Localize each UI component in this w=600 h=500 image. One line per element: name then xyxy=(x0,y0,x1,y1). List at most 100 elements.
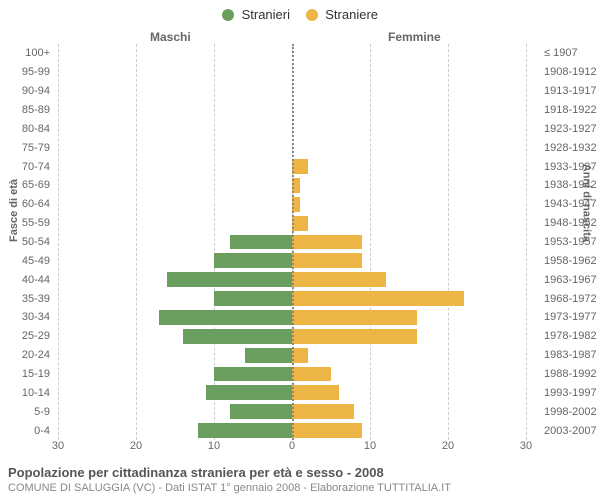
chart-title: Popolazione per cittadinanza straniera p… xyxy=(8,465,592,480)
x-axis: 3020100102030 xyxy=(58,440,526,456)
age-label: 20-24 xyxy=(0,346,54,365)
bar-row xyxy=(292,308,526,327)
bar-female xyxy=(292,272,386,287)
bar-row xyxy=(58,195,292,214)
age-label: 30-34 xyxy=(0,308,54,327)
bar-row xyxy=(292,138,526,157)
bar-row xyxy=(292,101,526,120)
chart-plot-area xyxy=(58,44,526,440)
bar-row xyxy=(292,82,526,101)
bar-male xyxy=(167,272,292,287)
age-label: 0-4 xyxy=(0,421,54,440)
bar-row xyxy=(58,346,292,365)
bar-row xyxy=(292,270,526,289)
bar-row xyxy=(58,82,292,101)
birth-year-label: 1973-1977 xyxy=(544,308,600,327)
bar-row xyxy=(58,308,292,327)
birth-year-label: 1978-1982 xyxy=(544,327,600,346)
column-header-female: Femmine xyxy=(388,30,441,44)
grid-line xyxy=(526,44,527,440)
bar-row xyxy=(292,233,526,252)
age-label: 25-29 xyxy=(0,327,54,346)
legend-label-male: Stranieri xyxy=(242,7,290,22)
bar-male xyxy=(230,404,292,419)
bars-female xyxy=(292,44,526,440)
bar-row xyxy=(292,289,526,308)
bar-row xyxy=(292,44,526,63)
birth-year-label: 1998-2002 xyxy=(544,402,600,421)
bar-row xyxy=(292,214,526,233)
bar-row xyxy=(58,402,292,421)
pyramid-chart: Stranieri Straniere Maschi Femmine 100+9… xyxy=(0,0,600,500)
birth-year-label: 1918-1922 xyxy=(544,101,600,120)
bar-female xyxy=(292,385,339,400)
age-label: 100+ xyxy=(0,44,54,63)
x-tick-label: 30 xyxy=(52,440,64,452)
birth-year-label: 1958-1962 xyxy=(544,251,600,270)
bar-row xyxy=(58,383,292,402)
bar-row xyxy=(292,157,526,176)
bar-row xyxy=(58,251,292,270)
age-label: 70-74 xyxy=(0,157,54,176)
bar-row xyxy=(292,383,526,402)
bar-row xyxy=(58,289,292,308)
bar-row xyxy=(292,402,526,421)
bar-female xyxy=(292,367,331,382)
bar-row xyxy=(58,138,292,157)
legend-item-male: Stranieri xyxy=(222,6,290,22)
birth-year-label: 2003-2007 xyxy=(544,421,600,440)
bar-female xyxy=(292,216,308,231)
column-header-male: Maschi xyxy=(150,30,191,44)
birth-year-label: 1988-1992 xyxy=(544,365,600,384)
age-label: 80-84 xyxy=(0,119,54,138)
age-label: 10-14 xyxy=(0,383,54,402)
bar-male xyxy=(159,310,292,325)
bar-male xyxy=(214,253,292,268)
age-label: 95-99 xyxy=(0,63,54,82)
bar-female xyxy=(292,348,308,363)
x-tick-label: 0 xyxy=(289,440,295,452)
center-line xyxy=(292,44,294,440)
bar-row xyxy=(58,214,292,233)
bar-row xyxy=(58,44,292,63)
birth-year-label: 1983-1987 xyxy=(544,346,600,365)
legend: Stranieri Straniere xyxy=(0,6,600,22)
birth-year-label: ≤ 1907 xyxy=(544,44,600,63)
y-axis-left-title: Fasce di età xyxy=(8,179,20,242)
bar-row xyxy=(292,421,526,440)
bar-female xyxy=(292,253,362,268)
x-tick-label: 10 xyxy=(364,440,376,452)
bar-female xyxy=(292,423,362,438)
age-label: 15-19 xyxy=(0,365,54,384)
birth-year-label: 1963-1967 xyxy=(544,270,600,289)
bar-male xyxy=(206,385,292,400)
legend-swatch-female xyxy=(306,9,318,21)
age-label: 75-79 xyxy=(0,138,54,157)
bar-female xyxy=(292,291,464,306)
birth-year-label: 1908-1912 xyxy=(544,63,600,82)
legend-label-female: Straniere xyxy=(325,7,378,22)
y-axis-right-title: Anni di nascita xyxy=(580,164,592,242)
birth-year-label: 1928-1932 xyxy=(544,138,600,157)
bar-row xyxy=(292,119,526,138)
age-label: 35-39 xyxy=(0,289,54,308)
age-label: 90-94 xyxy=(0,82,54,101)
bar-female xyxy=(292,159,308,174)
bar-row xyxy=(292,327,526,346)
age-label: 40-44 xyxy=(0,270,54,289)
bar-row xyxy=(58,233,292,252)
bar-male xyxy=(198,423,292,438)
y-axis-left-labels: 100+95-9990-9485-8980-8475-7970-7465-696… xyxy=(0,44,54,440)
bar-male xyxy=(214,291,292,306)
x-tick-label: 10 xyxy=(208,440,220,452)
bar-row xyxy=(58,176,292,195)
chart-subtitle: COMUNE DI SALUGGIA (VC) - Dati ISTAT 1° … xyxy=(8,482,592,494)
bar-female xyxy=(292,310,417,325)
x-tick-label: 30 xyxy=(520,440,532,452)
bar-row xyxy=(292,176,526,195)
bar-row xyxy=(58,270,292,289)
age-label: 5-9 xyxy=(0,402,54,421)
age-label: 85-89 xyxy=(0,101,54,120)
birth-year-label: 1968-1972 xyxy=(544,289,600,308)
bar-row xyxy=(58,119,292,138)
